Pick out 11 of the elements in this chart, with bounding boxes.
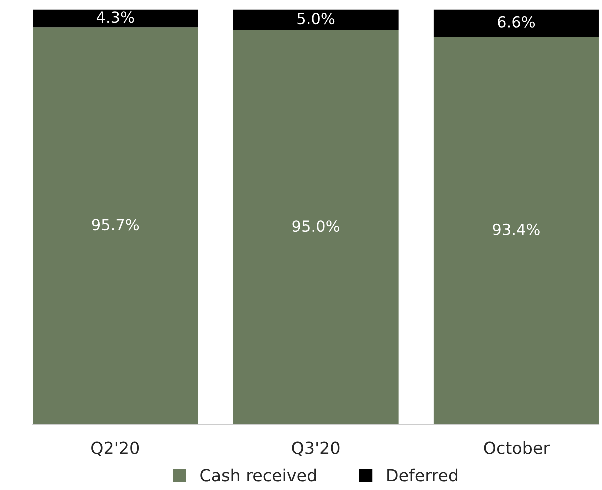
x-tick-label: Q3'20 [292, 442, 340, 456]
x-tick-label: Q2'20 [92, 442, 140, 456]
data-label: 95.0% [292, 220, 340, 232]
data-label: 5.0% [298, 13, 335, 25]
data-label: 95.7% [92, 219, 140, 231]
x-tick-label: October [484, 441, 550, 454]
data-label: 4.3% [96, 12, 134, 24]
data-label: 93.4% [493, 224, 540, 236]
legend-label: Cash received [200, 468, 316, 482]
data-label: 6.6% [498, 16, 536, 28]
legend-label: Deferred [388, 468, 458, 482]
